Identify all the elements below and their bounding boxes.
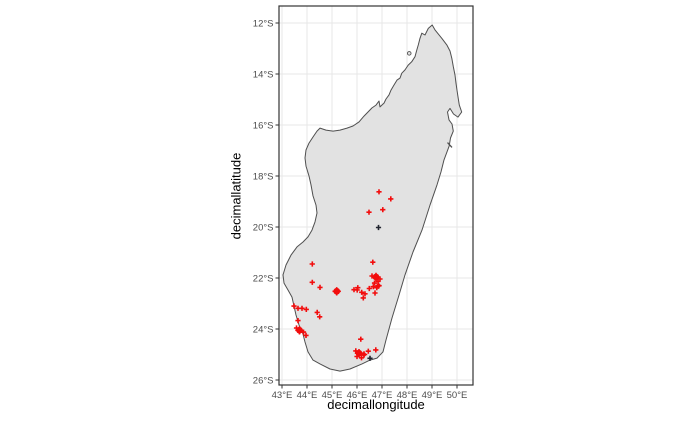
- data-point: [299, 305, 305, 311]
- data-point: [317, 314, 323, 320]
- x-tick-label: 49°E: [422, 390, 443, 401]
- x-tick-label: 46°E: [347, 390, 368, 401]
- y-tick-label: 24°S: [253, 325, 274, 336]
- data-point: [374, 285, 380, 291]
- x-tick-label: 44°E: [297, 390, 318, 401]
- data-point: [358, 336, 364, 342]
- y-tick-label: 22°S: [253, 274, 274, 285]
- data-point: [360, 295, 366, 301]
- data-point: [300, 329, 307, 335]
- data-point: [376, 189, 382, 195]
- data-point: [353, 348, 359, 354]
- data-point: [369, 273, 375, 279]
- x-tick-label: 45°E: [322, 390, 343, 401]
- nosy-be-island: [407, 51, 412, 56]
- data-point: [355, 285, 361, 291]
- data-point: [366, 209, 372, 215]
- data-point: [362, 291, 368, 297]
- data-point: [303, 332, 309, 338]
- y-tick-label: 20°S: [253, 223, 274, 234]
- data-point: [309, 279, 315, 285]
- data-point: [295, 318, 301, 324]
- y-tick-label: 16°S: [253, 121, 274, 132]
- x-tick-label: 47°E: [372, 390, 393, 401]
- data-point: [371, 272, 381, 282]
- data-point: [372, 290, 378, 296]
- data-point: [370, 284, 376, 290]
- data-point: [367, 355, 373, 361]
- data-point: [309, 261, 315, 267]
- data-point: [375, 224, 382, 231]
- madagascar-outline: [282, 24, 463, 372]
- ile-sainte-marie-island: [447, 142, 453, 148]
- y-tick-label: 14°S: [253, 70, 274, 81]
- data-point: [360, 351, 368, 358]
- y-tick-label: 26°S: [253, 376, 274, 387]
- data-point: [303, 306, 309, 312]
- data-point: [359, 289, 365, 295]
- data-point: [354, 353, 360, 360]
- data-point: [358, 355, 365, 361]
- x-tick-label: 50°E: [447, 390, 468, 401]
- panel-border: [278, 5, 474, 386]
- y-tick-label: 18°S: [253, 172, 274, 183]
- data-point: [365, 348, 371, 354]
- data-point: [293, 325, 300, 331]
- x-tick-label: 48°E: [397, 390, 418, 401]
- data-point: [332, 287, 341, 296]
- data-point: [371, 280, 378, 286]
- data-point: [388, 196, 394, 202]
- data-point: [291, 303, 297, 309]
- data-point: [380, 207, 386, 213]
- y-axis-title: decimallatitude: [228, 152, 244, 240]
- x-axis-title: decimallongitude: [327, 397, 425, 412]
- data-point: [370, 259, 376, 265]
- y-tick-label: 12°S: [253, 19, 274, 30]
- data-point: [373, 347, 379, 353]
- data-point: [366, 285, 372, 292]
- x-tick-label: 43°E: [272, 390, 293, 401]
- data-point: [317, 284, 323, 290]
- data-point: [314, 309, 320, 315]
